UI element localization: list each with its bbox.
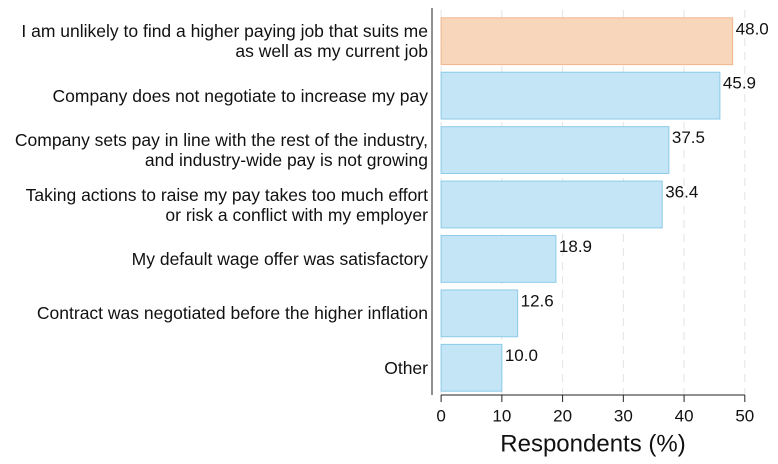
x-tick-label: 30	[614, 406, 633, 425]
x-tick-label: 10	[492, 406, 511, 425]
x-tick-label: 40	[675, 406, 694, 425]
value-label: 18.9	[559, 237, 592, 256]
bar	[440, 180, 663, 229]
bar	[440, 289, 519, 338]
value-label: 48.0	[736, 19, 769, 38]
y-tick-label: I am unlikely to find a higher paying jo…	[21, 21, 428, 62]
x-tick-label: 0	[436, 406, 445, 425]
value-label: 45.9	[723, 74, 756, 93]
y-tick-label: Other	[384, 357, 428, 378]
value-label: 36.4	[665, 183, 698, 202]
bar	[440, 343, 503, 392]
y-tick-label: Company sets pay in line with the rest o…	[14, 130, 428, 171]
y-tick-label: My default wage offer was satisfactory	[131, 248, 428, 269]
x-axis-label: Respondents (%)	[500, 430, 685, 457]
y-tick-label: Taking actions to raise my pay takes too…	[25, 184, 428, 225]
bar	[440, 71, 721, 120]
y-tick-label: Company does not negotiate to increase m…	[52, 85, 429, 106]
bar	[440, 235, 557, 283]
y-tick-label: Contract was negotiated before the highe…	[36, 303, 428, 324]
bar	[440, 126, 670, 174]
value-label: 12.6	[521, 291, 554, 310]
bar	[440, 17, 734, 66]
value-label: 10.0	[505, 346, 538, 365]
x-tick-label: 50	[735, 406, 754, 425]
value-label: 37.5	[672, 128, 705, 147]
x-tick-label: 20	[553, 406, 572, 425]
